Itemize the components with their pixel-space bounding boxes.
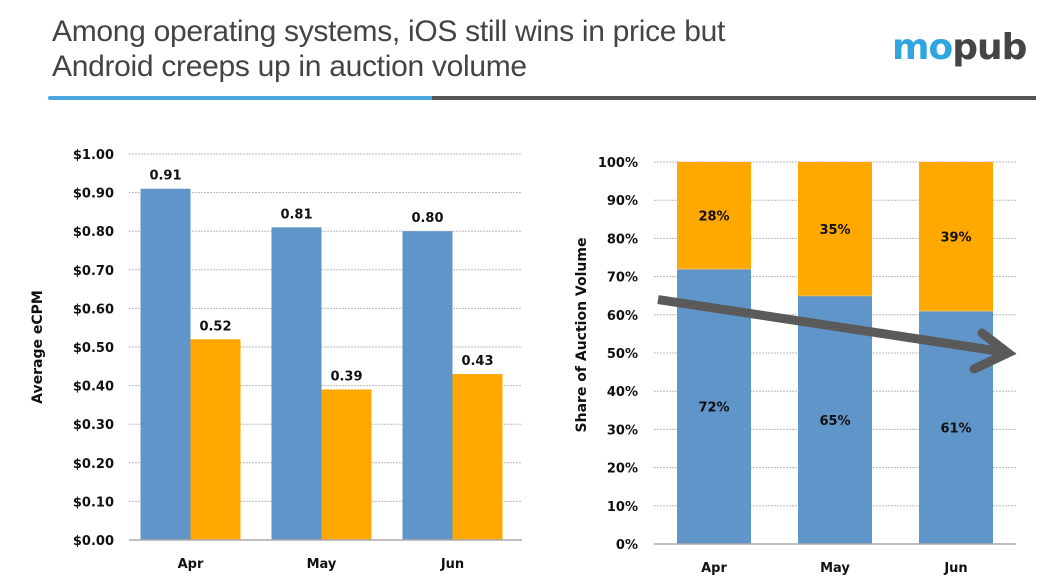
data-label: 0.81 — [280, 207, 312, 222]
data-label: 0.52 — [199, 319, 231, 334]
y-tick-label: 20% — [607, 462, 638, 477]
data-label: 39% — [940, 230, 971, 245]
y-tick-label: 40% — [607, 385, 638, 400]
y-tick-label: 30% — [607, 423, 638, 438]
x-tick-label: Jun — [440, 557, 464, 572]
auction-share-chart: 0% 10% 20% 30% 40% 50% 60% 70% 80% 90% 100% 72% 28% A… — [574, 156, 1017, 576]
y-tick-label: 100% — [598, 156, 638, 171]
data-label: 0.80 — [411, 211, 443, 226]
y-tick-label: $1.00 — [73, 148, 114, 163]
stack-android-apr — [677, 162, 751, 269]
y-tick-label: $0.20 — [73, 457, 114, 472]
header-rule-accent — [48, 96, 432, 100]
slide-title-line-2: Android creeps up in auction volume — [52, 50, 527, 83]
y-tick-label: $0.00 — [73, 534, 114, 549]
y-tick-label: $0.50 — [73, 341, 114, 356]
y-tick-label: 0% — [616, 538, 638, 553]
data-label: 0.91 — [149, 169, 181, 184]
stack-android-may — [798, 162, 872, 296]
bar-ios-may — [271, 227, 322, 540]
y-tick-label: $0.80 — [73, 225, 114, 240]
slide-title-line-1: Among operating systems, iOS still wins … — [52, 15, 726, 48]
x-tick-label: May — [820, 561, 850, 576]
data-label: 61% — [940, 421, 971, 436]
y-tick-label: $0.40 — [73, 380, 114, 395]
y-tick-label: 50% — [607, 347, 638, 362]
bar-android-jun — [452, 374, 503, 540]
y-tick-label: 60% — [607, 309, 638, 324]
slide-title: Among operating systems, iOS still wins … — [52, 14, 852, 84]
y-tick-label: $0.30 — [73, 418, 114, 433]
y-tick-label: 10% — [607, 500, 638, 515]
y-tick-label: 70% — [607, 271, 638, 286]
data-label: 0.39 — [330, 369, 362, 384]
header-rule-dark — [432, 96, 1036, 100]
y-tick-label: 90% — [607, 194, 638, 209]
bar-ios-apr — [140, 188, 191, 541]
y-tick-label: $0.60 — [73, 302, 114, 317]
y-axis-label: Average eCPM — [30, 290, 46, 404]
trend-arrow-head — [969, 328, 1017, 374]
logo-mo: mo — [892, 27, 953, 68]
y-tick-label: $0.10 — [73, 495, 114, 510]
bar-android-may — [321, 389, 372, 540]
data-label: 65% — [819, 414, 850, 429]
x-tick-label: Apr — [178, 557, 204, 572]
logo-pub: pub — [952, 27, 1027, 68]
bar-android-apr — [190, 339, 241, 540]
y-axis-label: Share of Auction Volume — [574, 238, 590, 433]
y-tick-label: 80% — [607, 232, 638, 247]
y-tick-label: $0.70 — [73, 264, 114, 279]
data-label: 28% — [698, 209, 729, 224]
x-tick-label: Apr — [701, 561, 727, 576]
x-tick-label: May — [307, 557, 337, 572]
stack-android-jun — [919, 162, 993, 311]
data-label: 35% — [819, 223, 850, 238]
y-tick-label: $0.90 — [73, 187, 114, 202]
data-label: 72% — [698, 400, 729, 415]
data-label: 0.43 — [461, 354, 493, 369]
x-tick-label: Jun — [943, 561, 967, 576]
bar-ios-jun — [402, 231, 453, 540]
trend-arrow-shaft — [657, 295, 1005, 357]
stack-ios-may — [798, 295, 872, 544]
ecpm-chart: $0.00 $0.10 $0.20 $0.30 $0.40 $0.50 $0.60 $0.70… — [30, 148, 522, 572]
mopub-logo: mopub — [892, 26, 1027, 70]
